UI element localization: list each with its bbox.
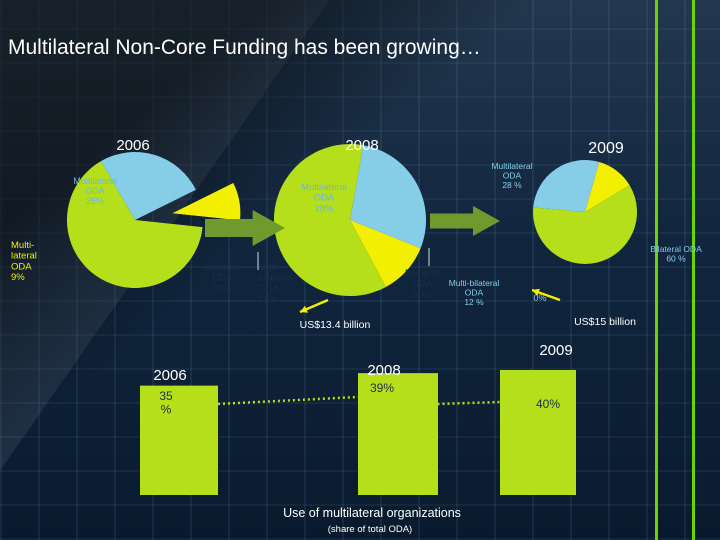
bar-year-label: 2008 bbox=[367, 362, 400, 379]
pie-slice-multi-lateral-oda bbox=[172, 183, 241, 221]
pie-slice-label: Bilateral ODA 60% bbox=[405, 268, 439, 300]
pie-total-label: US$15 billion bbox=[574, 316, 636, 328]
pointer-arrow bbox=[300, 305, 308, 313]
pie-slice-multi-bilateral-oda bbox=[350, 220, 421, 287]
pie-total-label: US$13.4 billion bbox=[300, 319, 371, 331]
pie-slice-label: Multi-bilateral ODA 11% bbox=[258, 262, 291, 305]
bar-xlabel: Use of multilateral organizations bbox=[283, 506, 461, 520]
pie-slice-label: Multilateral ODA 26% bbox=[73, 176, 117, 206]
bar-value-label: 39% bbox=[370, 381, 394, 395]
transition-arrow bbox=[205, 210, 285, 246]
bar-2008 bbox=[358, 373, 438, 495]
pie-slice-multilateral-oda bbox=[350, 145, 427, 249]
pie-slice-multilateral-oda bbox=[533, 160, 600, 212]
trend-line bbox=[217, 395, 501, 406]
pie-slice-bilateral-oda bbox=[533, 185, 638, 264]
bar-2006 bbox=[140, 385, 218, 495]
pie-slice-label: Multilateral ODA 28% bbox=[301, 182, 347, 214]
pie-year-label: 2009 bbox=[588, 140, 624, 157]
pointer-arrow bbox=[532, 288, 540, 296]
pie-extra-label: 0% bbox=[533, 293, 546, 303]
pie-slice-label: Multi-bilateral ODA 12 % bbox=[449, 278, 500, 307]
pie-slice-label: Bilateral ODA 65% bbox=[205, 262, 239, 294]
pie-slice-multilateral-oda bbox=[101, 152, 196, 220]
pie-slice-multi-bilateral-oda bbox=[585, 162, 630, 212]
transition-arrow bbox=[430, 206, 500, 236]
pie-slice-label: Multilateral ODA 28 % bbox=[491, 161, 532, 190]
pie-year-label: 2008 bbox=[345, 137, 378, 154]
pie-slice-bilateral-oda bbox=[66, 161, 203, 289]
bar-year-label: 2006 bbox=[153, 367, 186, 384]
bar-2009 bbox=[500, 370, 576, 495]
bar-year-label: 2009 bbox=[539, 342, 572, 359]
pie-slice-label: Bilateral ODA 60 % bbox=[650, 244, 702, 264]
pie-slice-label: Multi-lateral ODA 9% bbox=[11, 240, 37, 283]
bar-value-label: 35% bbox=[159, 389, 173, 416]
bar-xsublabel: (share of total ODA) bbox=[328, 524, 412, 535]
green-accent-line bbox=[692, 0, 695, 540]
pie-slice-bilateral-oda bbox=[273, 144, 386, 297]
slide-title: Multilateral Non-Core Funding has been g… bbox=[8, 36, 481, 59]
green-accent-line bbox=[655, 0, 658, 540]
pie-year-label: 2006 bbox=[116, 137, 149, 154]
bar-value-label: 40% bbox=[536, 397, 560, 411]
